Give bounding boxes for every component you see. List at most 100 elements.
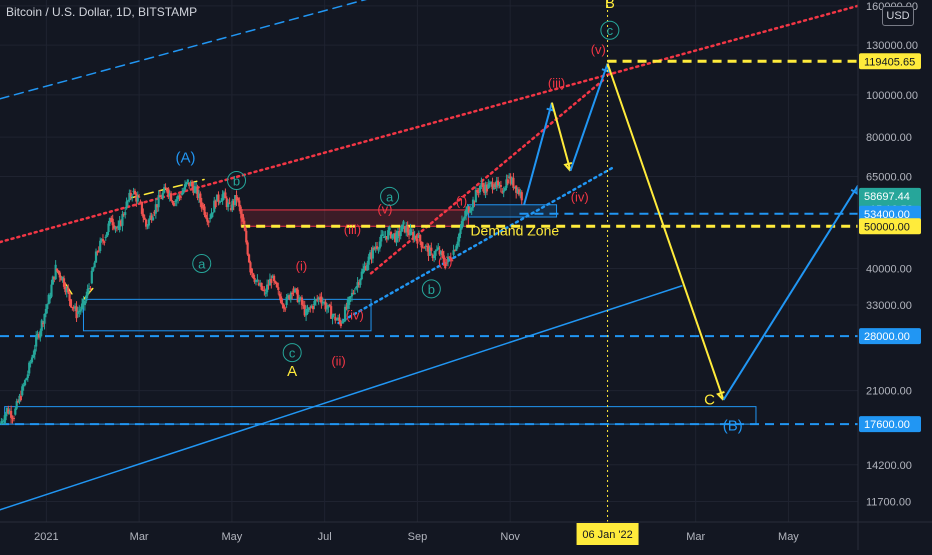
candle-body <box>405 226 408 233</box>
candle-body <box>275 282 278 288</box>
candle-body <box>188 182 191 187</box>
candle-body <box>94 251 98 263</box>
candle-body <box>465 209 468 217</box>
candle-body <box>388 226 391 231</box>
candle-body <box>487 184 490 189</box>
candle-body <box>119 220 123 226</box>
candle-body <box>409 229 412 236</box>
trendline <box>0 4 860 244</box>
candle-body <box>197 193 201 198</box>
candle-body <box>477 191 480 193</box>
candle-body <box>138 196 141 198</box>
price-tick-label: 11700.00 <box>866 496 911 508</box>
projection-path <box>606 63 725 401</box>
candle-body <box>513 186 516 188</box>
projection-arrowhead <box>716 391 725 401</box>
candle-body <box>178 195 181 197</box>
candle-body <box>54 264 57 280</box>
candle-body <box>296 289 299 303</box>
candle-body <box>161 192 164 199</box>
candle-body <box>467 206 470 213</box>
candle-body <box>19 395 22 401</box>
currency-button[interactable]: USD <box>882 6 914 26</box>
candle-body <box>519 192 522 195</box>
candle-body <box>336 317 340 320</box>
candle-body <box>367 256 370 265</box>
candle-body <box>10 410 13 418</box>
candle-body <box>313 300 316 305</box>
candle-body <box>199 193 202 203</box>
candle-body <box>32 354 35 358</box>
candle-body <box>11 417 14 419</box>
candle-body <box>401 224 404 232</box>
candle-body <box>108 218 112 224</box>
candle-body <box>314 299 317 301</box>
candle-body <box>182 189 185 193</box>
candle-body <box>222 192 226 195</box>
candle-body <box>143 217 146 220</box>
candle-body <box>71 306 74 308</box>
candle-body <box>364 266 368 271</box>
candle-body <box>435 249 438 251</box>
candle-body <box>215 194 219 202</box>
candle-body <box>448 256 451 258</box>
candle-body <box>14 408 17 415</box>
candle-body <box>112 225 116 229</box>
candle-body <box>238 200 241 207</box>
candle-body <box>406 226 409 233</box>
candle-body <box>147 219 150 226</box>
candle-body <box>316 299 319 301</box>
wave-label: a <box>386 189 394 204</box>
candle-body <box>299 297 302 300</box>
candle-body <box>499 185 502 187</box>
price-tick-label: 21000.00 <box>866 386 912 398</box>
candle-body <box>61 276 64 281</box>
candle-body <box>261 289 265 291</box>
wave-label: (i) <box>456 193 468 208</box>
candle-body <box>203 206 206 215</box>
candle-body <box>385 236 388 240</box>
candle-body <box>426 245 429 247</box>
candle-body <box>118 220 121 231</box>
candle-body <box>259 282 262 286</box>
candle-body <box>363 266 366 269</box>
candle-body <box>462 218 465 222</box>
candle-body <box>335 319 338 321</box>
time-tick-label: Nov <box>500 531 520 543</box>
candle-body <box>149 215 152 220</box>
candle-body <box>114 227 117 229</box>
candle-body <box>117 225 120 228</box>
candle-body <box>33 349 36 355</box>
candle-body <box>292 288 295 293</box>
candle-body <box>331 315 334 319</box>
candle-body <box>55 268 59 271</box>
candle-body <box>300 297 304 305</box>
price-label-text: 119405.65 <box>864 56 915 68</box>
candle-body <box>170 193 173 201</box>
candle-body <box>124 212 127 215</box>
wave-label: c <box>289 346 296 361</box>
time-tick-label: Mar <box>130 531 149 543</box>
candle-body <box>36 334 39 337</box>
candle-body <box>213 200 216 213</box>
candle-body <box>282 304 285 309</box>
candle-body <box>100 239 103 241</box>
candle-body <box>53 276 56 280</box>
candle-body <box>254 280 258 282</box>
wave-label: Demand Zone <box>470 223 559 239</box>
candle-body <box>163 187 166 193</box>
time-tick-label: 2021 <box>34 531 58 543</box>
candle-body <box>229 208 233 210</box>
candle-body <box>164 187 167 189</box>
candle-body <box>193 186 196 193</box>
price-label-box <box>859 205 921 222</box>
candle-body <box>75 306 78 319</box>
candle-body <box>366 264 369 271</box>
candle-body <box>274 281 277 283</box>
candle-body <box>437 247 440 250</box>
candle-body <box>239 206 242 214</box>
candle-body <box>302 304 305 306</box>
trendline <box>369 79 605 275</box>
price-label-box <box>859 218 921 235</box>
